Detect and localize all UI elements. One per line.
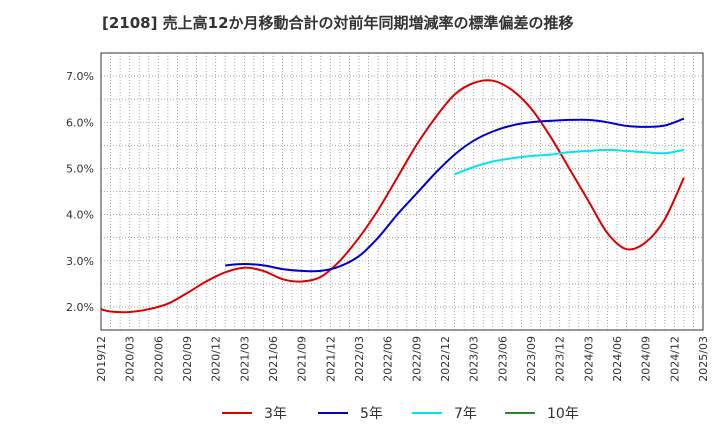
x-tick-label: 2023/12 xyxy=(554,336,567,382)
x-tick-label: 2023/03 xyxy=(468,336,481,382)
legend-label-3: 7年 xyxy=(454,406,477,422)
x-tick-label: 2023/06 xyxy=(496,336,509,382)
x-tick-label: 2024/06 xyxy=(611,336,624,382)
x-tick-label: 2022/09 xyxy=(410,336,423,382)
x-tick-label: 2021/06 xyxy=(267,336,280,382)
legend-label-1: 3年 xyxy=(264,406,287,422)
x-tick-label: 2024/03 xyxy=(582,336,595,382)
x-tick-label: 2020/06 xyxy=(152,336,165,382)
x-tick-label: 2022/12 xyxy=(439,336,452,382)
x-tick-label: 2020/09 xyxy=(181,336,194,382)
y-tick-label: 3.0% xyxy=(66,255,94,268)
series-line-2 xyxy=(225,117,685,273)
y-tick-label: 4.0% xyxy=(66,209,94,222)
x-tick-label: 2021/09 xyxy=(296,336,309,382)
x-tick-label: 2024/12 xyxy=(668,336,681,382)
x-tick-label: 2020/03 xyxy=(124,336,137,382)
legend-label-2: 5年 xyxy=(360,406,383,422)
y-tick-label: 6.0% xyxy=(66,116,94,129)
chart-title: [2108] 売上高12か月移動合計の対前年同期増減率の標準偏差の推移 xyxy=(102,14,574,32)
series-lines xyxy=(100,79,685,314)
x-tick-label: 2023/09 xyxy=(525,336,538,382)
series-line-1 xyxy=(100,79,685,314)
y-axis-ticks: 2.0% 3.0% 4.0% 5.0% 6.0% 7.0% xyxy=(66,70,94,314)
x-tick-label: 2025/03 xyxy=(697,336,710,382)
y-tick-label: 7.0% xyxy=(66,70,94,83)
x-tick-label: 2024/09 xyxy=(640,336,653,382)
x-tick-label: 2021/03 xyxy=(238,336,251,382)
x-tick-label: 2022/03 xyxy=(353,336,366,382)
y-tick-label: 2.0% xyxy=(66,301,94,314)
x-tick-label: 2020/12 xyxy=(210,336,223,382)
x-tick-label: 2019/12 xyxy=(95,336,108,382)
grid xyxy=(101,53,703,330)
legend-label-4: 10年 xyxy=(547,406,579,422)
legend: 3年 5年 7年 10年 xyxy=(222,406,579,422)
x-tick-label: 2021/12 xyxy=(324,336,337,382)
series-line-3 xyxy=(454,148,685,176)
y-tick-label: 5.0% xyxy=(66,162,94,175)
plot-frame xyxy=(100,52,704,331)
x-axis-ticks: 2019/12 2020/03 2020/06 2020/09 2020/12 2021/… xyxy=(95,336,710,382)
x-tick-label: 2022/06 xyxy=(382,336,395,382)
